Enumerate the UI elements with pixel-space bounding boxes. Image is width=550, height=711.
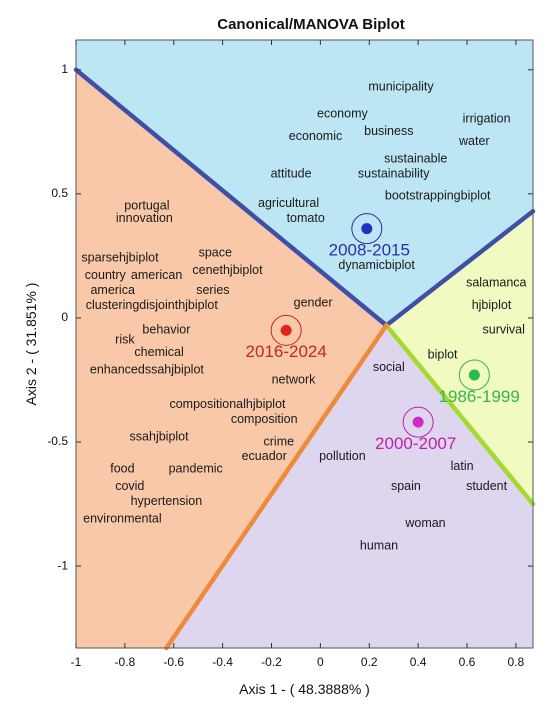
word-label: dynamicbiplot — [338, 258, 415, 272]
boundaries-layer — [73, 67, 536, 651]
group-confidence-circle — [270, 314, 302, 346]
word-label: ecuador — [242, 449, 287, 463]
x-tick-label: 0.2 — [361, 655, 378, 669]
plot-frame — [75, 39, 534, 649]
x-tick-label: -1 — [71, 655, 82, 669]
word-label: america — [90, 283, 135, 297]
boundary-line-2 — [384, 323, 536, 507]
boundary-line-0 — [73, 67, 389, 328]
word-label: spain — [391, 479, 421, 493]
word-label: network — [272, 372, 317, 386]
word-label: clusteringdisjointhjbiplot — [86, 298, 219, 312]
word-label: food — [110, 462, 134, 476]
word-label: woman — [404, 516, 445, 530]
y-tick-label: 1 — [61, 62, 68, 76]
word-label: innovation — [116, 211, 173, 225]
word-label: composition — [231, 412, 298, 426]
word-label: sparsehjbiplot — [81, 251, 159, 265]
word-label: cenethjbiplot — [192, 263, 263, 277]
word-label: country — [85, 268, 127, 282]
word-label: portugal — [124, 199, 169, 213]
group-centroid-point — [412, 416, 424, 428]
word-label: risk — [115, 333, 135, 347]
x-tick-label: 0.8 — [508, 655, 525, 669]
word-label: pollution — [319, 449, 366, 463]
x-tick-label: -0.8 — [115, 655, 136, 669]
x-axis-label: Axis 1 - ( 48.3888% ) — [239, 681, 370, 697]
word-label: crime — [264, 434, 295, 448]
groups-layer: 2008-2015 2016-2024 1986-1999 2000-2007 — [246, 213, 520, 453]
word-label: municipality — [368, 79, 434, 93]
word-label: tomato — [287, 211, 325, 225]
y-tick-label: -0.5 — [47, 434, 68, 448]
y-tick-label: -1 — [57, 558, 68, 572]
word-label: sustainability — [358, 166, 430, 180]
word-label: water — [458, 134, 490, 148]
group-centroid-point — [280, 324, 292, 336]
x-tick-label: 0.6 — [459, 655, 476, 669]
boundary-line-3 — [164, 323, 389, 651]
x-tick-label: -0.2 — [261, 655, 282, 669]
word-label: salamanca — [466, 275, 526, 289]
group-confidence-circle — [402, 406, 434, 438]
word-label: economy — [317, 107, 368, 121]
group-label: 2000-2007 — [375, 434, 456, 453]
word-label: enhancedssahjbiplot — [90, 362, 205, 376]
group-centroid-point — [361, 223, 373, 235]
word-label: bootstrappingbiplot — [385, 189, 491, 203]
word-label: covid — [115, 479, 144, 493]
word-label: series — [196, 283, 229, 297]
word-label: space — [199, 246, 232, 260]
x-tick-label: 0 — [317, 655, 324, 669]
word-label: irrigation — [463, 112, 511, 126]
word-label: student — [466, 479, 508, 493]
word-label: biplot — [428, 347, 458, 361]
chart-title: Canonical/MANOVA Biplot — [217, 16, 405, 33]
region-2 — [166, 325, 533, 648]
region-0 — [76, 40, 533, 326]
word-label: economic — [289, 129, 343, 143]
x-tick-label: -0.4 — [212, 655, 233, 669]
word-label: ssahjbiplot — [130, 429, 190, 443]
boundary-line-1 — [384, 208, 536, 328]
word-label: hypertension — [131, 494, 203, 508]
word-label: agricultural — [258, 196, 319, 210]
y-ticks: 1 0.5 0 -0.5 -1 — [47, 62, 533, 572]
word-label: sustainable — [384, 151, 447, 165]
regions-layer — [76, 40, 533, 649]
word-label: gender — [294, 295, 333, 309]
word-label: american — [131, 268, 182, 282]
y-tick-label: 0 — [61, 310, 68, 324]
word-label: pandemic — [169, 462, 223, 476]
word-label: latin — [451, 459, 474, 473]
word-label: social — [373, 360, 405, 374]
word-label: attitude — [271, 166, 312, 180]
y-tick-label: 0.5 — [51, 186, 68, 200]
word-label: hjbiplot — [472, 298, 512, 312]
y-axis-label: Axis 2 - ( 31.851% ) — [23, 283, 39, 406]
group-label: 1986-1999 — [439, 387, 520, 406]
group-centroid-point — [468, 369, 480, 381]
region-3 — [76, 69, 387, 649]
word-label: behavior — [142, 323, 190, 337]
word-label: human — [360, 539, 398, 553]
group-confidence-circle — [458, 359, 490, 391]
word-label: environmental — [83, 511, 162, 525]
word-label: survival — [483, 323, 525, 337]
word-label: chemical — [134, 345, 183, 359]
group-label: 2008-2015 — [329, 240, 410, 259]
x-tick-label: 0.4 — [410, 655, 427, 669]
group-label: 2016-2024 — [246, 342, 327, 361]
region-1 — [386, 211, 533, 505]
x-tick-label: -0.6 — [163, 655, 184, 669]
word-label: business — [364, 124, 413, 138]
group-confidence-circle — [351, 213, 383, 245]
x-ticks: -1 -0.8 -0.6 -0.4 -0.2 0 0.2 0.4 0.6 0.8 — [71, 40, 525, 669]
word-label: compositionalhjbiplot — [169, 397, 286, 411]
